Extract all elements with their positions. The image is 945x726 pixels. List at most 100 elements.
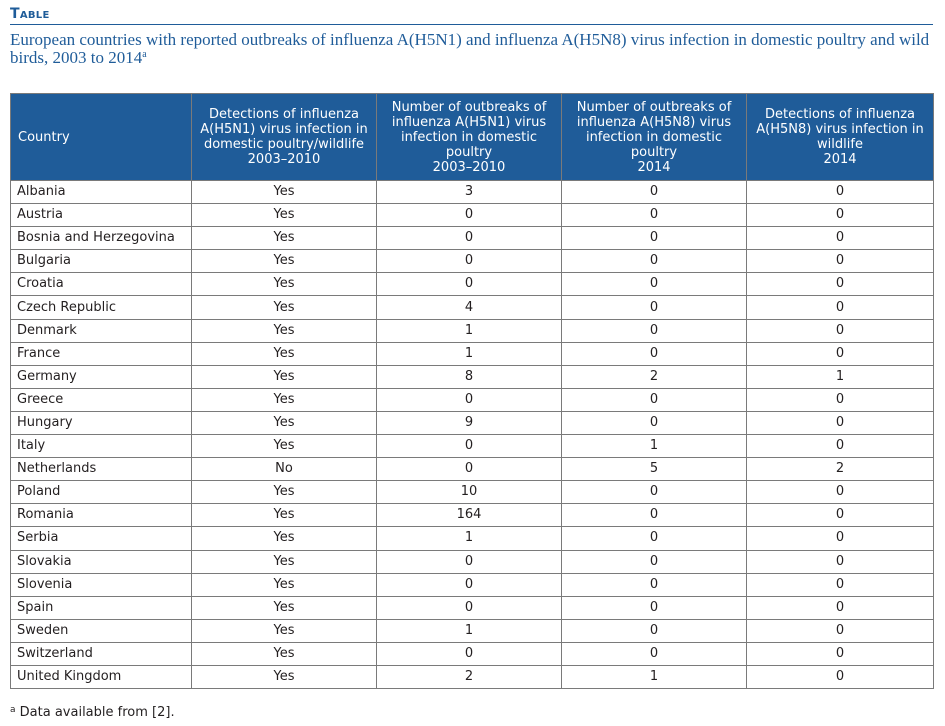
h5n1-detection-cell: Yes [191, 410, 377, 436]
country-cell: Austria [10, 203, 192, 228]
h5n8-outbreaks-cell: 0 [561, 480, 747, 505]
title-rule [10, 24, 933, 25]
country-cell: Netherlands [10, 457, 192, 482]
h5n1-detection-cell: Yes [191, 226, 377, 251]
country-cell: Czech Republic [10, 295, 192, 320]
h5n1-outbreaks-cell: 0 [376, 641, 562, 666]
h5n1-detection-cell: Yes [191, 318, 377, 343]
h5n1-detection-cell: Yes [191, 272, 377, 297]
table-row: Albania Yes 3 0 0 [10, 179, 934, 205]
table-row: Italy Yes 0 1 0 [10, 434, 934, 459]
h5n8-detection-cell: 0 [746, 503, 934, 528]
h5n8-outbreaks-cell: 0 [561, 249, 747, 274]
h5n1-outbreaks-cell: 9 [376, 410, 562, 436]
table-row: Romania Yes 164 0 0 [10, 503, 934, 528]
h5n8-outbreaks-cell: 0 [561, 595, 747, 620]
h5n1-outbreaks-cell: 0 [376, 387, 562, 412]
table-body: Albania Yes 3 0 0 Austria Yes 0 0 0 Bosnia and Her… [10, 179, 934, 690]
h5n8-outbreaks-cell: 0 [561, 318, 747, 343]
h5n1-detection-cell: Yes [191, 618, 377, 643]
caption-text: European countries with reported outbrea… [10, 30, 930, 67]
h5n1-outbreaks-cell: 1 [376, 318, 562, 343]
h5n8-detection-cell: 0 [746, 226, 934, 251]
outbreaks-table: Country Detections of influenza A(H5N1) … [10, 93, 934, 690]
h5n8-detection-cell: 2 [746, 457, 934, 482]
h5n1-detection-cell: Yes [191, 249, 377, 274]
h5n1-detection-cell: Yes [191, 387, 377, 412]
h5n8-detection-cell: 1 [746, 364, 934, 389]
h5n1-outbreaks-cell: 4 [376, 295, 562, 320]
country-cell: France [10, 341, 192, 366]
h5n8-outbreaks-cell: 0 [561, 618, 747, 643]
h5n8-detection-cell: 0 [746, 410, 934, 436]
country-cell: Greece [10, 387, 192, 412]
table-row: Poland Yes 10 0 0 [10, 480, 934, 505]
h5n8-detection-cell: 0 [746, 595, 934, 620]
table-row: United Kingdom Yes 2 1 0 [10, 664, 934, 690]
h5n1-detection-cell: Yes [191, 203, 377, 228]
h5n8-detection-cell: 0 [746, 295, 934, 320]
header-row: Country Detections of influenza A(H5N1) … [10, 93, 934, 181]
table-label: Table [10, 6, 50, 22]
h5n1-detection-cell: Yes [191, 664, 377, 690]
table-row: Sweden Yes 1 0 0 [10, 618, 934, 643]
country-cell: Serbia [10, 526, 192, 551]
country-cell: Germany [10, 364, 192, 389]
h5n8-detection-cell: 0 [746, 434, 934, 459]
h5n1-outbreaks-cell: 0 [376, 203, 562, 228]
h5n8-outbreaks-cell: 0 [561, 226, 747, 251]
h5n8-outbreaks-cell: 0 [561, 272, 747, 297]
h5n8-outbreaks-cell: 0 [561, 203, 747, 228]
table-row: Netherlands No 0 5 2 [10, 457, 934, 482]
country-cell: Italy [10, 434, 192, 459]
h5n1-detection-cell: Yes [191, 179, 377, 205]
table-row: Croatia Yes 0 0 0 [10, 272, 934, 297]
h5n8-outbreaks-cell: 5 [561, 457, 747, 482]
h5n8-detection-cell: 0 [746, 641, 934, 666]
country-cell: Bosnia and Herzegovina [10, 226, 192, 251]
footnote-text: Data available from [2]. [19, 705, 175, 720]
h5n1-outbreaks-cell: 1 [376, 618, 562, 643]
header-h5n1-outbreaks: Number of outbreaks of influenza A(H5N1)… [376, 93, 562, 181]
h5n1-outbreaks-cell: 0 [376, 549, 562, 574]
h5n1-outbreaks-cell: 8 [376, 364, 562, 389]
h5n8-detection-cell: 0 [746, 341, 934, 366]
h5n1-detection-cell: Yes [191, 341, 377, 366]
country-cell: Slovakia [10, 549, 192, 574]
footnote: a Data available from [2]. [10, 705, 175, 720]
table-row: Switzerland Yes 0 0 0 [10, 641, 934, 666]
table-row: Bulgaria Yes 0 0 0 [10, 249, 934, 274]
h5n1-outbreaks-cell: 3 [376, 179, 562, 205]
h5n1-outbreaks-cell: 0 [376, 595, 562, 620]
country-cell: Slovenia [10, 572, 192, 597]
h5n1-detection-cell: Yes [191, 526, 377, 551]
h5n1-outbreaks-cell: 1 [376, 526, 562, 551]
country-cell: Bulgaria [10, 249, 192, 274]
h5n1-outbreaks-cell: 1 [376, 341, 562, 366]
table-row: Slovakia Yes 0 0 0 [10, 549, 934, 574]
country-cell: Hungary [10, 410, 192, 436]
table-row: Hungary Yes 9 0 0 [10, 410, 934, 436]
table-caption: European countries with reported outbrea… [10, 31, 930, 67]
h5n8-detection-cell: 0 [746, 249, 934, 274]
h5n1-outbreaks-cell: 0 [376, 249, 562, 274]
h5n8-detection-cell: 0 [746, 480, 934, 505]
h5n1-outbreaks-cell: 0 [376, 272, 562, 297]
header-h5n1-detections: Detections of influenza A(H5N1) virus in… [191, 93, 377, 181]
h5n8-outbreaks-cell: 0 [561, 387, 747, 412]
h5n1-detection-cell: Yes [191, 295, 377, 320]
h5n8-outbreaks-cell: 0 [561, 572, 747, 597]
country-cell: Romania [10, 503, 192, 528]
country-cell: Albania [10, 179, 192, 205]
h5n1-outbreaks-cell: 0 [376, 572, 562, 597]
h5n1-detection-cell: Yes [191, 364, 377, 389]
h5n8-detection-cell: 0 [746, 549, 934, 574]
h5n8-outbreaks-cell: 0 [561, 526, 747, 551]
h5n1-detection-cell: Yes [191, 434, 377, 459]
header-h5n8-detections: Detections of influenza A(H5N8) virus in… [746, 93, 934, 181]
table-row: Denmark Yes 1 0 0 [10, 318, 934, 343]
h5n8-detection-cell: 0 [746, 664, 934, 690]
table-row: Austria Yes 0 0 0 [10, 203, 934, 228]
h5n8-outbreaks-cell: 0 [561, 549, 747, 574]
table-row: Bosnia and Herzegovina Yes 0 0 0 [10, 226, 934, 251]
